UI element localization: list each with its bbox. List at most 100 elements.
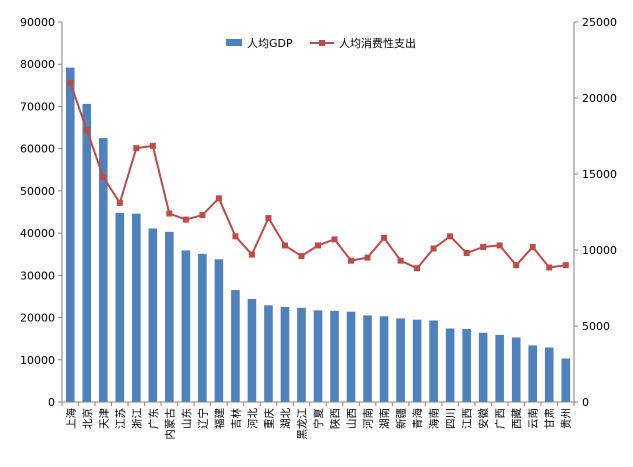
gdp-bar bbox=[478, 332, 488, 402]
x-tick-label: 湖北 bbox=[280, 408, 292, 429]
consumption-point bbox=[265, 215, 272, 222]
consumption-point bbox=[166, 210, 173, 217]
left-tick-label: 10000 bbox=[20, 354, 55, 367]
right-y-axis: 0 5000 10000 15000 20000 25000 bbox=[573, 16, 617, 409]
gdp-bar bbox=[247, 298, 257, 402]
x-tick-label: 福建 bbox=[213, 408, 226, 429]
x-tick-label: 山东 bbox=[180, 408, 193, 429]
consumption-point bbox=[513, 262, 520, 269]
x-tick-label: 湖南 bbox=[378, 408, 391, 429]
x-tick-label: 云南 bbox=[527, 408, 540, 429]
right-tick-label: 0 bbox=[582, 396, 589, 409]
consumption-point bbox=[348, 257, 355, 264]
left-tick-label: 90000 bbox=[20, 16, 55, 29]
x-tick-label: 广西 bbox=[495, 408, 507, 429]
left-tick-label: 60000 bbox=[20, 143, 55, 156]
consumption-point bbox=[83, 126, 90, 133]
x-tick-label: 西藏 bbox=[511, 408, 523, 429]
consumption-point bbox=[529, 243, 536, 250]
gdp-bar bbox=[412, 319, 422, 402]
gdp-bar bbox=[495, 334, 504, 402]
gdp-bar bbox=[429, 320, 438, 402]
consumption-point bbox=[248, 251, 255, 258]
consumption-point bbox=[67, 79, 74, 86]
x-tick-label: 陕西 bbox=[329, 408, 342, 429]
legend-label-gdp: 人均GDP bbox=[247, 37, 293, 50]
consumption-point bbox=[100, 174, 107, 181]
x-tick-label: 河南 bbox=[362, 408, 375, 429]
x-tick-label: 新疆 bbox=[395, 408, 408, 429]
legend: 人均GDP 人均消费性支出 bbox=[226, 36, 416, 50]
x-tick-label: 安徽 bbox=[477, 408, 490, 429]
left-tick-label: 40000 bbox=[20, 227, 55, 240]
left-tick-label: 0 bbox=[48, 396, 55, 409]
x-tick-label: 北京 bbox=[81, 408, 94, 429]
consumption-point bbox=[447, 233, 454, 240]
left-tick-label: 80000 bbox=[20, 58, 55, 71]
consumption-point bbox=[281, 242, 288, 249]
left-tick-label: 50000 bbox=[20, 185, 55, 198]
consumption-point bbox=[298, 253, 305, 260]
right-tick-label: 15000 bbox=[582, 168, 617, 181]
gdp-bar bbox=[445, 328, 455, 402]
gdp-bar bbox=[346, 311, 356, 402]
x-tick-label: 内蒙古 bbox=[163, 408, 176, 440]
left-tick-label: 70000 bbox=[20, 100, 55, 113]
right-tick-label: 10000 bbox=[582, 244, 617, 257]
gdp-bar bbox=[297, 307, 306, 402]
x-tick-label: 辽宁 bbox=[196, 408, 209, 429]
consumption-point bbox=[480, 243, 487, 250]
left-tick-label: 20000 bbox=[20, 312, 55, 325]
consumption-point bbox=[430, 245, 437, 252]
x-tick-label: 江苏 bbox=[114, 408, 127, 429]
gdp-bar bbox=[65, 67, 75, 402]
left-y-axis: 0 10000 20000 30000 40000 50000 60000 70000 8000… bbox=[20, 16, 63, 409]
x-tick-label: 吉林 bbox=[229, 408, 242, 429]
right-tick-label: 25000 bbox=[582, 16, 617, 29]
gdp-bar bbox=[148, 228, 158, 402]
consumption-series-line bbox=[69, 82, 566, 270]
consumption-point bbox=[546, 264, 553, 271]
gdp-bar bbox=[231, 290, 240, 402]
consumption-point bbox=[215, 195, 222, 202]
gdp-bar bbox=[115, 212, 125, 402]
x-tick-label: 天津 bbox=[98, 408, 110, 429]
consumption-point bbox=[232, 233, 239, 240]
x-tick-label: 浙江 bbox=[131, 408, 143, 429]
right-tick-label: 5000 bbox=[582, 320, 610, 333]
consumption-point bbox=[133, 145, 140, 152]
right-tick-label: 20000 bbox=[582, 92, 617, 105]
x-tick-label: 青海 bbox=[411, 408, 424, 429]
x-tick-label: 山西 bbox=[346, 408, 358, 429]
consumption-point bbox=[116, 199, 123, 206]
gdp-bar bbox=[98, 138, 108, 402]
gdp-bar bbox=[396, 318, 405, 402]
consumption-point bbox=[463, 250, 470, 257]
consumption-point bbox=[562, 262, 569, 269]
gdp-bar bbox=[462, 328, 471, 402]
gdp-bar bbox=[165, 231, 174, 402]
x-tick-label: 广东 bbox=[147, 408, 160, 429]
x-tick-label: 宁夏 bbox=[312, 408, 325, 429]
gdp-bars bbox=[65, 67, 571, 403]
gdp-bar bbox=[511, 337, 521, 402]
gdp-bar bbox=[198, 253, 207, 402]
gdp-bar bbox=[379, 316, 389, 402]
x-tick-label: 重庆 bbox=[262, 408, 275, 429]
consumption-line bbox=[67, 79, 569, 272]
consumption-point bbox=[315, 242, 321, 249]
consumption-point bbox=[414, 265, 421, 272]
consumption-point bbox=[149, 142, 156, 149]
x-tick-label: 江西 bbox=[462, 408, 474, 429]
consumption-point bbox=[381, 234, 388, 241]
x-tick-label: 河北 bbox=[247, 408, 259, 429]
legend-label-consumption: 人均消费性支出 bbox=[339, 36, 416, 50]
gdp-bar bbox=[280, 307, 290, 402]
x-axis: 上海 北京 天津 江苏 浙江 广东 内蒙古 山东 辽宁 福建 吉林 河北 重庆 湖北 黑龙江 宁夏 陕西 山西 河南… bbox=[61, 401, 575, 440]
gdp-bar bbox=[561, 358, 571, 402]
gdp-bar bbox=[132, 213, 141, 402]
left-tick-label: 30000 bbox=[20, 269, 55, 282]
legend-swatch-gdp bbox=[226, 39, 242, 46]
x-tick-label: 海南 bbox=[428, 408, 441, 429]
